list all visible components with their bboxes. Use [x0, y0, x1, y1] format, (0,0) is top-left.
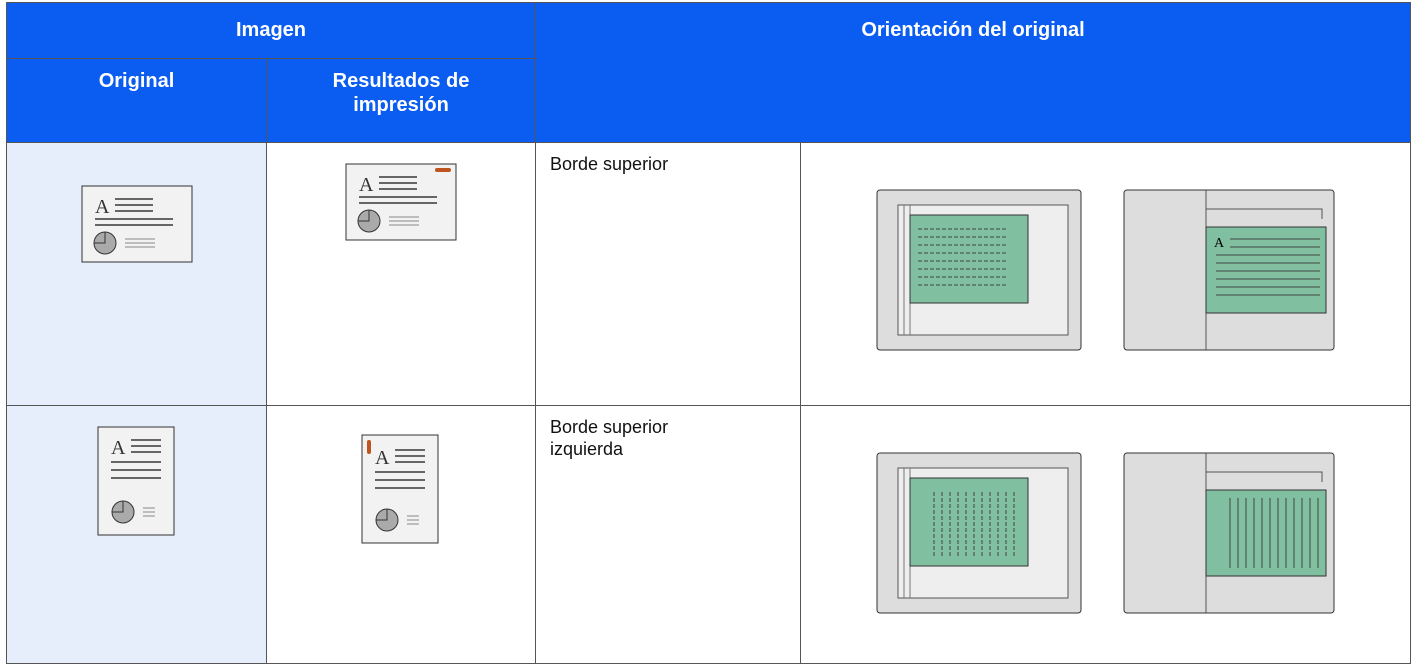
svg-text:A: A — [375, 447, 390, 469]
scanner-diagram — [876, 452, 1334, 614]
orientation-cell: Borde superior izquierda — [535, 405, 801, 664]
document-portrait-staple-icon: A — [361, 434, 439, 544]
original-cell: A — [6, 405, 267, 664]
orientation-label: Borde superior izquierda — [550, 417, 669, 459]
header-print-results: Resultados de impresión — [266, 58, 536, 143]
svg-text:A: A — [95, 196, 110, 218]
result-cell: A — [266, 405, 536, 664]
orientation-label: Borde superior — [550, 154, 669, 174]
header-original: Original — [6, 58, 267, 143]
header-image: Imagen — [6, 2, 536, 59]
svg-text:A: A — [111, 437, 126, 459]
svg-text:A: A — [1214, 236, 1225, 251]
document-landscape-staple-icon: A — [345, 163, 457, 241]
svg-text:A: A — [359, 174, 374, 196]
orientation-table: Imagen Orientación del original Original… — [6, 2, 1411, 664]
original-cell: A — [6, 142, 267, 406]
orientation-cell: Borde superior — [535, 142, 801, 406]
diagram-cell — [800, 405, 1411, 664]
header-orientation: Orientación del original — [535, 2, 1411, 143]
document-landscape-icon: A — [81, 185, 192, 263]
result-cell: A — [266, 142, 536, 406]
scanner-diagram: A — [876, 189, 1334, 351]
diagram-cell: A — [800, 142, 1411, 406]
header-print-results-text: Resultados de impresión — [332, 70, 470, 116]
document-portrait-icon: A — [97, 426, 174, 536]
